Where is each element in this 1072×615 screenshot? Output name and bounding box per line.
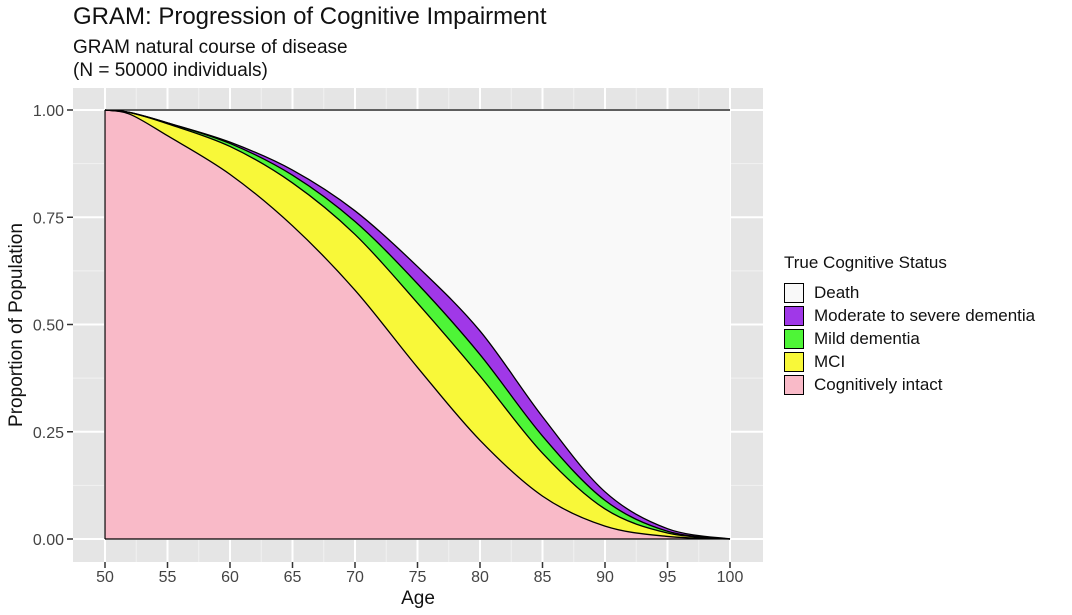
x-tick-label: 50 xyxy=(96,569,114,586)
area-outline-mci xyxy=(104,109,731,540)
x-tick-label: 90 xyxy=(596,569,614,586)
chart-title: GRAM: Progression of Cognitive Impairmen… xyxy=(73,3,547,30)
subtitle-line-1: GRAM natural course of disease xyxy=(73,37,348,58)
x-axis-ticks: 50 55 60 65 70 75 80 85 90 95 100 xyxy=(96,562,743,586)
y-axis-label: Proportion of Population xyxy=(6,223,27,427)
legend-label-cognitively-intact: Cognitively intact xyxy=(814,374,943,394)
legend-swatch-death xyxy=(784,282,804,303)
area-death xyxy=(105,110,730,539)
y-axis-ticks: 0.00 0.25 0.50 0.75 1.00 xyxy=(33,103,73,549)
legend-item-death: Death xyxy=(784,281,1035,304)
legend-label-moderate-to-severe-dementia: Moderate to severe dementia xyxy=(814,305,1036,325)
x-tick-label: 95 xyxy=(659,569,677,586)
legend-label-mci: MCI xyxy=(814,351,846,371)
legend-label-death: Death xyxy=(814,282,860,302)
legend: True Cognitive Status Death Moderate to … xyxy=(784,253,1035,396)
legend-swatch-moderate-to-severe-dementia xyxy=(784,305,804,326)
legend-swatch-mild-dementia xyxy=(784,328,804,349)
area-mci xyxy=(105,110,730,539)
area-outline-cognitively-intact xyxy=(104,109,731,540)
x-tick-label: 70 xyxy=(346,569,364,586)
x-tick-label: 55 xyxy=(159,569,177,586)
y-tick-label: 0.75 xyxy=(33,210,64,227)
x-tick-label: 80 xyxy=(471,569,489,586)
x-tick-label: 65 xyxy=(284,569,302,586)
y-tick-label: 0.25 xyxy=(33,425,64,442)
legend-title: True Cognitive Status xyxy=(784,253,947,272)
x-tick-label: 75 xyxy=(409,569,427,586)
legend-item-mci: MCI xyxy=(784,350,1035,373)
chart-subtitle: GRAM natural course of disease (N = 5000… xyxy=(73,36,348,82)
legend-item-cognitively-intact: Cognitively intact xyxy=(784,373,1035,396)
subtitle-line-2: (N = 50000 individuals) xyxy=(73,60,268,81)
legend-label-mild-dementia: Mild dementia xyxy=(814,328,920,348)
stacked-areas xyxy=(105,110,730,539)
legend-swatch-mci xyxy=(784,351,804,372)
legend-item-moderate-to-severe-dementia: Moderate to severe dementia xyxy=(784,304,1035,327)
x-tick-label: 60 xyxy=(221,569,239,586)
x-tick-label: 85 xyxy=(534,569,552,586)
y-tick-label: 0.00 xyxy=(33,532,64,549)
area-outlines xyxy=(104,109,731,540)
y-tick-label: 0.50 xyxy=(33,318,64,335)
area-cognitively-intact xyxy=(105,110,730,539)
legend-item-mild-dementia: Mild dementia xyxy=(784,327,1035,350)
area-outline-moderate-to-severe-dementia xyxy=(104,109,731,540)
legend-swatch-cognitively-intact xyxy=(784,374,804,395)
x-tick-label: 100 xyxy=(717,569,744,586)
x-axis-label: Age xyxy=(401,588,435,609)
y-tick-label: 1.00 xyxy=(33,103,64,120)
